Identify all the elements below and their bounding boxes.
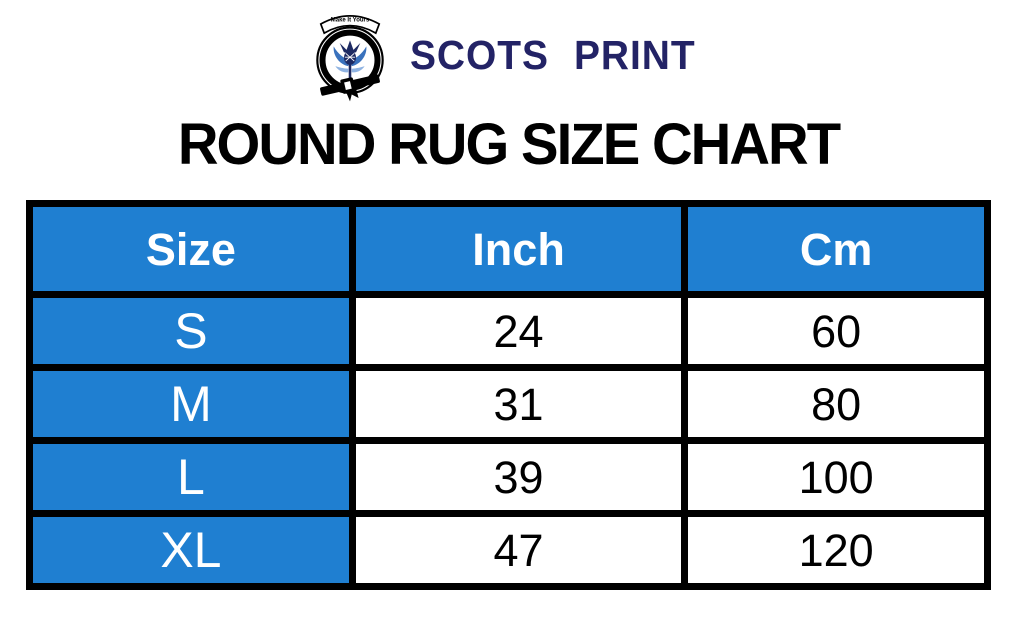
cm-value-cell: 120 xyxy=(681,510,991,590)
page-title: ROUND RUG SIZE CHART xyxy=(177,112,841,177)
thistle-icon xyxy=(333,40,367,80)
inch-value-cell: 31 xyxy=(348,364,689,444)
cm-value-cell: 60 xyxy=(681,291,991,371)
size-label-cell: XL xyxy=(26,510,356,590)
cm-value-cell: 100 xyxy=(681,437,991,517)
size-label-cell: M xyxy=(26,364,356,444)
table-row: XL 47 120 xyxy=(26,510,991,590)
inch-value-cell: 47 xyxy=(348,510,689,590)
size-label-cell: L xyxy=(26,437,356,517)
header-row: Size Inch Cm xyxy=(26,200,991,298)
column-header-inch: Inch xyxy=(348,200,689,298)
cm-value-cell: 80 xyxy=(681,364,991,444)
motto-text: Make It Yours xyxy=(331,17,370,23)
column-header-cm: Cm xyxy=(681,200,991,298)
table-row: L 39 100 xyxy=(26,437,991,517)
table-row: S 24 60 xyxy=(26,291,991,371)
thistle-crest-icon: Make It Yours xyxy=(316,15,384,102)
brand-name: SCOTS PRINT xyxy=(410,31,696,78)
column-header-size: Size xyxy=(26,200,356,298)
brand-header: Make It Yours SCOTS PRINT xyxy=(0,0,1017,104)
inch-value-cell: 24 xyxy=(348,291,689,371)
size-label-cell: S xyxy=(26,291,356,371)
motto-banner: Make It Yours xyxy=(319,15,381,35)
size-chart-table: Size Inch Cm S 24 60 M 31 80 L 39 100 xyxy=(26,200,991,590)
table-row: M 31 80 xyxy=(26,364,991,444)
inch-value-cell: 39 xyxy=(348,437,689,517)
belt-tail xyxy=(345,88,359,102)
